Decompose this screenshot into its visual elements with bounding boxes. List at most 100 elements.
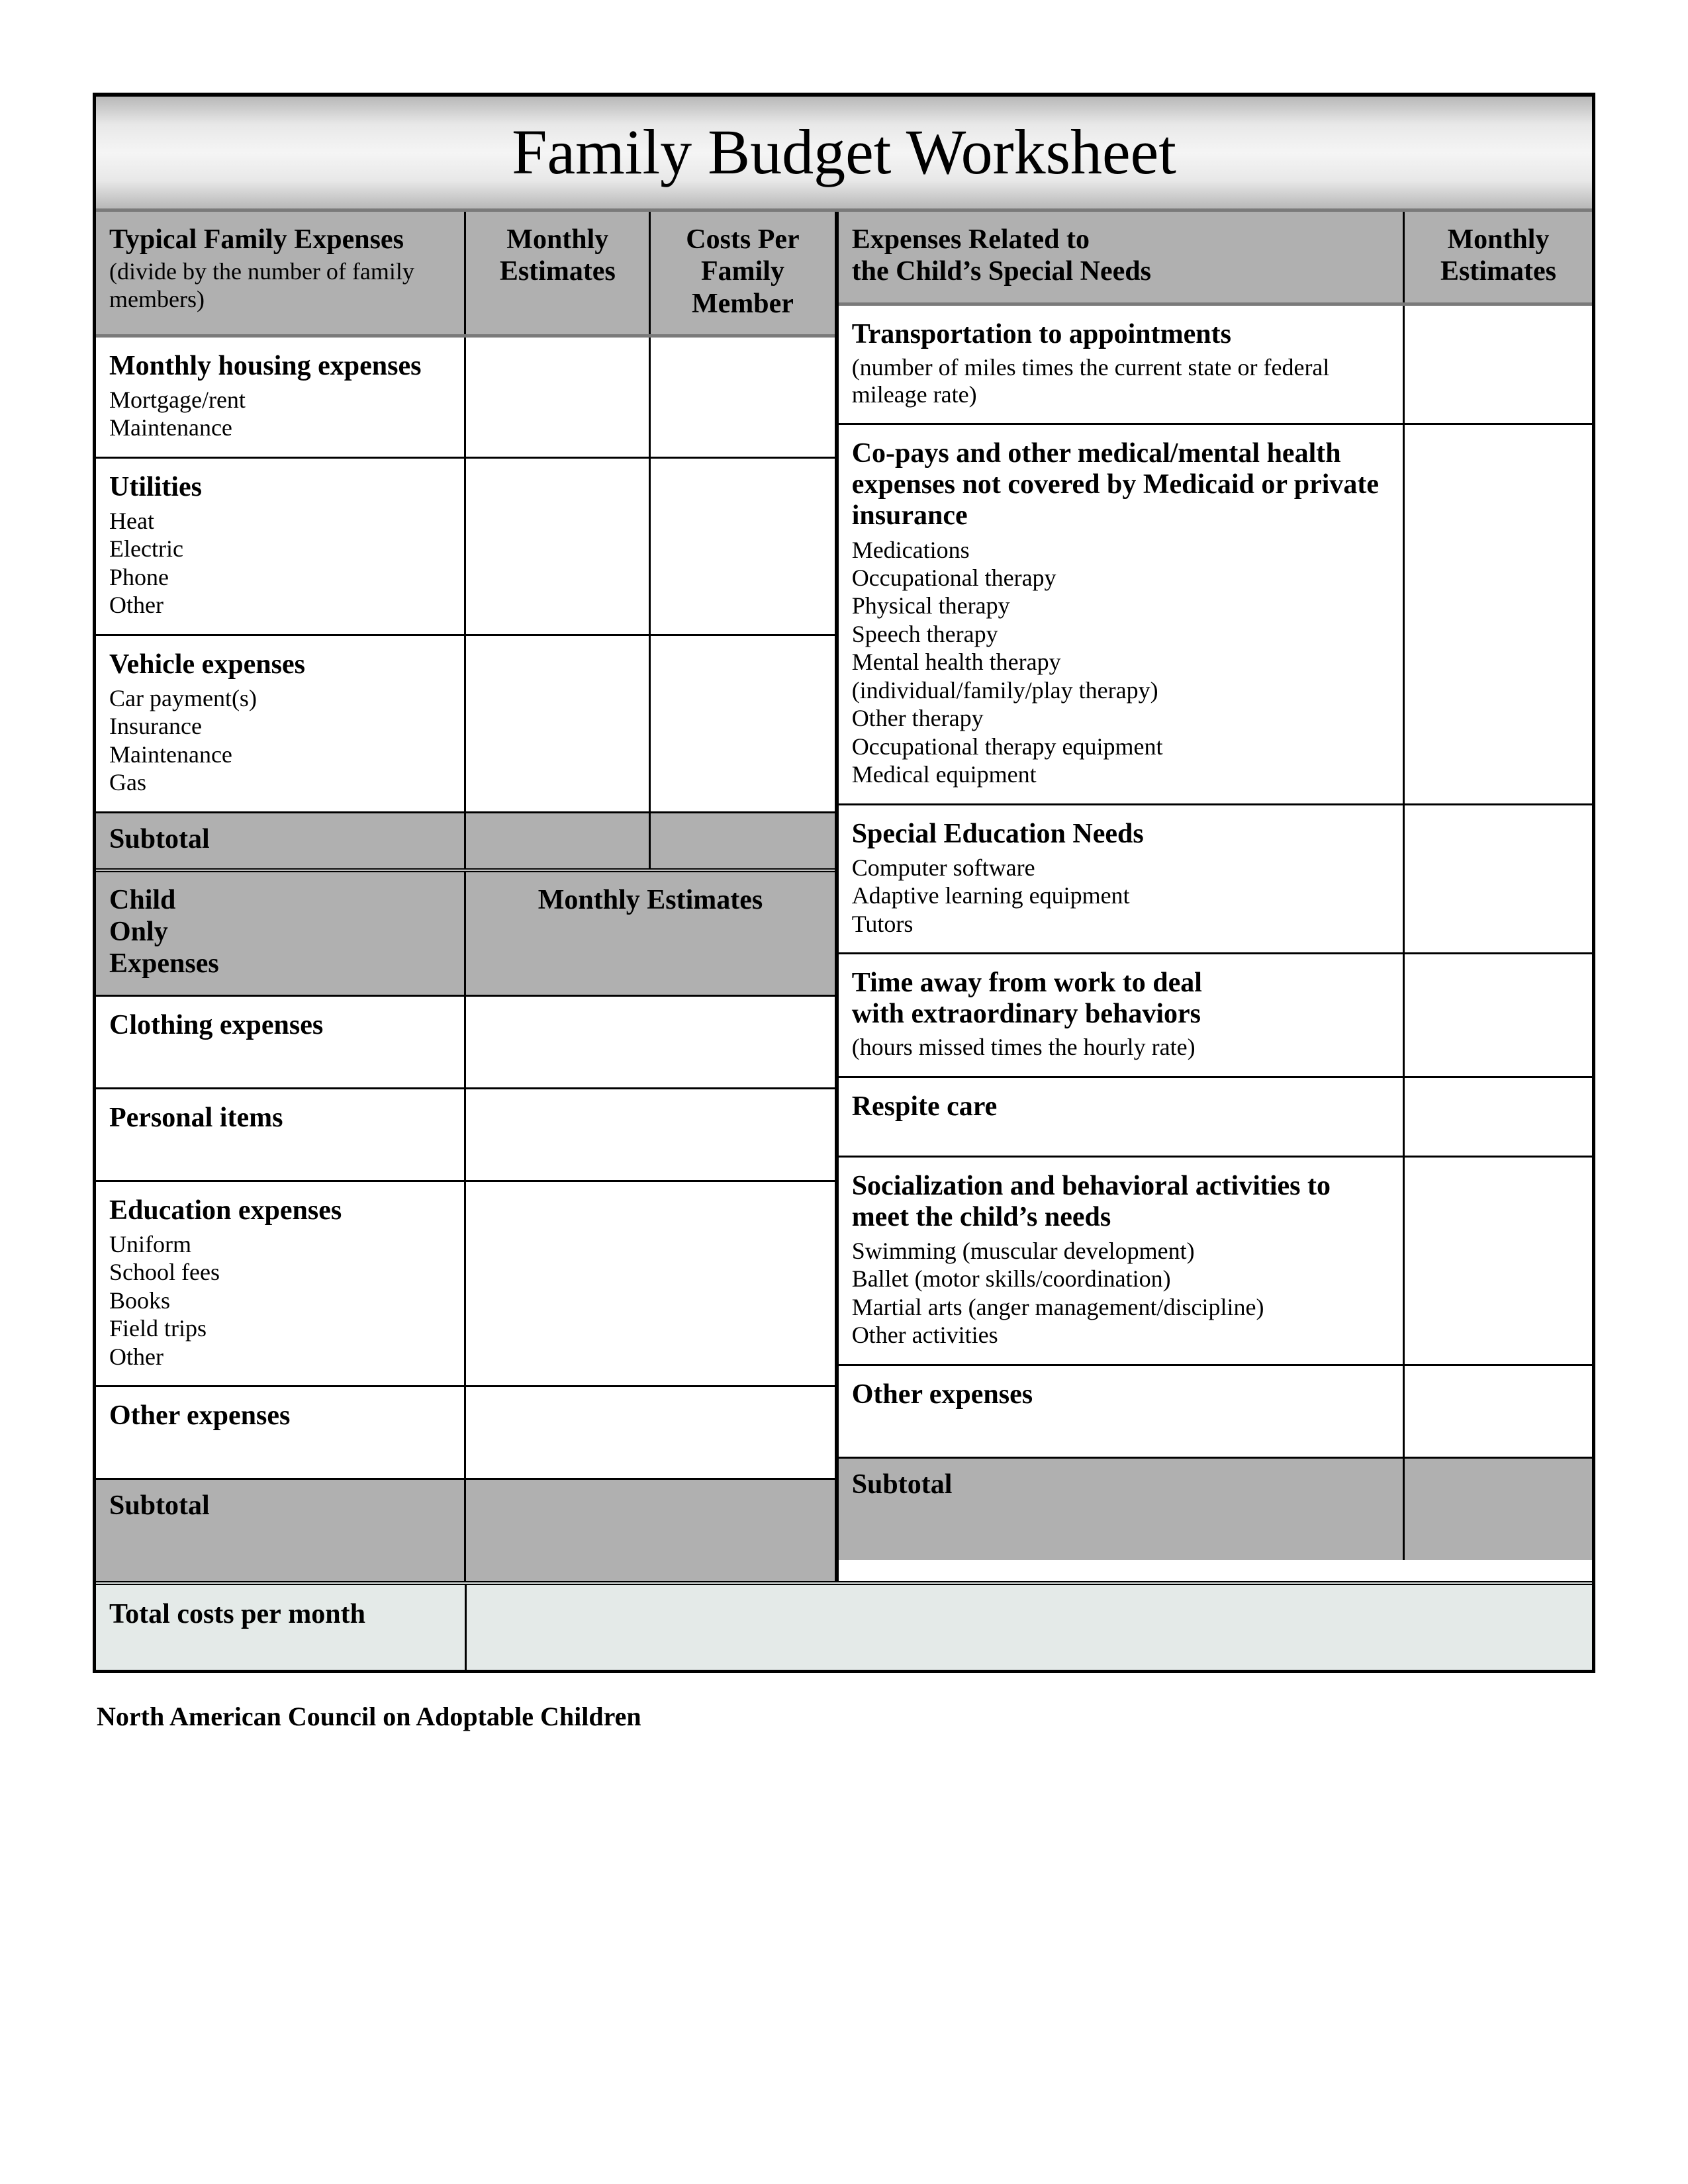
section-label-cell: Transportation to appointments(number of… [839,304,1404,424]
section-items: Mortgage/rentMaintenance [109,386,451,442]
input-cell[interactable] [1403,424,1592,804]
section-item: Tutors [852,910,1389,938]
left-h3: Costs Per Family Member [664,224,821,320]
section-item: Speech therapy [852,620,1389,648]
left-subtotal-1: Subtotal [96,812,835,868]
input-cell[interactable] [465,457,650,635]
section-row: Other expenses [96,1387,835,1479]
section-items: HeatElectricPhoneOther [109,507,451,619]
section-item: Other therapy [852,704,1389,732]
right-subtotal-label: Subtotal [852,1469,1389,1500]
section-title: Time away from work to deal with extraor… [852,968,1389,1030]
page-title: Family Budget Worksheet [96,115,1592,189]
input-cell[interactable] [465,1181,835,1386]
section-row: Clothing expenses [96,995,835,1088]
section-items: Swimming (muscular development)Ballet (m… [852,1237,1389,1349]
subtotal-val-3[interactable] [465,1479,835,1582]
section-items: Computer softwareAdaptive learning equip… [852,854,1389,938]
section-title: Monthly housing expenses [109,351,451,382]
worksheet-container: Family Budget Worksheet Typical Family E… [93,93,1595,1673]
section-row: Co-pays and other medical/mental health … [839,424,1592,804]
section-item: Occupational therapy [852,564,1389,592]
input-cell[interactable] [650,635,835,812]
section-item: School fees [109,1258,451,1286]
section-title: Education expenses [109,1195,451,1226]
section-item: Other [109,591,451,619]
left-h2: Monthly Estimates [479,224,635,288]
section-title: Utilities [109,472,451,503]
subtotal-val-2[interactable] [650,812,835,868]
right-subtotal: Subtotal [839,1457,1592,1560]
section-item: Medical equipment [852,760,1389,788]
input-cell[interactable] [1403,1156,1592,1365]
section-item: Martial arts (anger management/disciplin… [852,1293,1389,1321]
input-cell[interactable] [465,1088,835,1181]
section-title: Transportation to appointments [852,319,1389,350]
section-row: Transportation to appointments(number of… [839,304,1592,424]
section-row: Special Education NeedsComputer software… [839,804,1592,953]
left-subtotal-2: Subtotal [96,1479,835,1582]
section-items: Car payment(s)InsuranceMaintenanceGas [109,684,451,797]
section-item: Maintenance [109,741,451,768]
section-title: Co-pays and other medical/mental health … [852,438,1389,531]
right-column: Expenses Related to the Child’s Special … [837,212,1592,1581]
left-table-top: Typical Family Expenses (divide by the n… [96,212,835,868]
section-title: Other expenses [109,1400,451,1432]
section-row: Monthly housing expenses Mortgage/rentMai… [96,336,835,457]
left-table-bottom: Child Only Expenses Monthly Estimates Cl… [96,868,835,1581]
section-label-cell: Vehicle expensesCar payment(s)InsuranceM… [96,635,465,812]
section-item: Medications [852,536,1389,564]
section-item: Uniform [109,1230,451,1258]
section-title: Socialization and behavioral activities … [852,1171,1389,1233]
left-h1-sub: (divide by the number of family members) [109,258,451,313]
input-cell[interactable] [650,457,835,635]
section-title: Personal items [109,1103,451,1134]
input-cell[interactable] [1403,954,1592,1077]
total-value[interactable] [467,1585,1592,1670]
section-row: Vehicle expensesCar payment(s)InsuranceM… [96,635,835,812]
input-cell[interactable] [650,336,835,457]
subtotal-label-2: Subtotal [109,1490,451,1522]
section-item: Occupational therapy equipment [852,733,1389,760]
section-title: Other expenses [852,1379,1389,1410]
section-label-cell: Special Education NeedsComputer software… [839,804,1404,953]
input-cell[interactable] [1403,804,1592,953]
section-row: Respite care [839,1077,1592,1156]
section-label-cell: Other expenses [96,1387,465,1479]
section-item: Gas [109,768,451,796]
section-label-cell: Time away from work to deal with extraor… [839,954,1404,1077]
input-cell[interactable] [1403,1077,1592,1156]
section-item: Field trips [109,1314,451,1342]
section-row: Personal items [96,1088,835,1181]
section-item: Car payment(s) [109,684,451,712]
section-label-cell: Monthly housing expenses Mortgage/rentMai… [96,336,465,457]
section-item: Electric [109,535,451,563]
left-header-row: Typical Family Expenses (divide by the n… [96,212,835,336]
footer-text: North American Council on Adoptable Chil… [93,1701,1595,1732]
input-cell[interactable] [465,336,650,457]
section-item: Insurance [109,712,451,740]
section-label-cell: Socialization and behavioral activities … [839,1156,1404,1365]
section-label-cell: Utilities HeatElectricPhoneOther [96,457,465,635]
input-cell[interactable] [1403,304,1592,424]
section-items: MedicationsOccupational therapyPhysical … [852,536,1389,789]
right-h2: Monthly Estimates [1418,224,1579,288]
right-subtotal-val[interactable] [1403,1457,1592,1560]
section-subtitle: (hours missed times the hourly rate) [852,1034,1389,1061]
section-row: Socialization and behavioral activities … [839,1156,1592,1365]
columns-wrapper: Typical Family Expenses (divide by the n… [96,212,1592,1581]
section-item: Maintenance [109,414,451,441]
input-cell[interactable] [465,635,650,812]
section-item: Other [109,1343,451,1371]
section-item: Swimming (muscular development) [852,1237,1389,1265]
section-title: Respite care [852,1091,1389,1122]
left-h1-title: Typical Family Expenses [109,224,451,255]
input-cell[interactable] [465,1387,835,1479]
input-cell[interactable] [465,995,835,1088]
section-row: Utilities HeatElectricPhoneOther [96,457,835,635]
input-cell[interactable] [1403,1365,1592,1457]
section-item: Other activities [852,1321,1389,1349]
left-column: Typical Family Expenses (divide by the n… [96,212,837,1581]
section-label-cell: Clothing expenses [96,995,465,1088]
subtotal-val-1[interactable] [465,812,650,868]
